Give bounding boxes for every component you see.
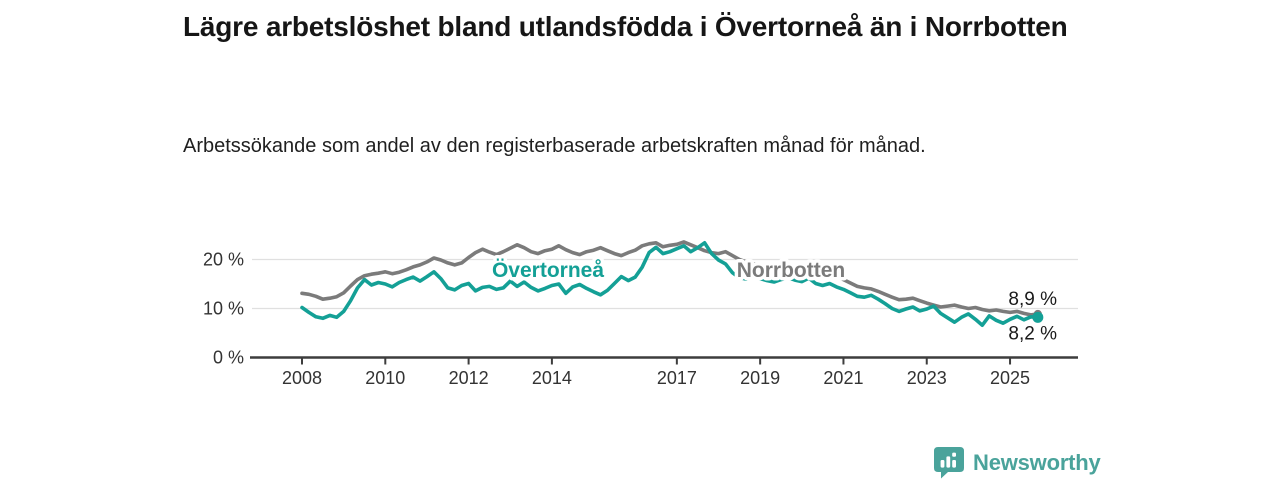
chart-subtitle: Arbetssökande som andel av den registerb… <box>183 135 926 157</box>
x-axis-tick-label: 2021 <box>823 368 863 388</box>
x-axis-tick-label: 2012 <box>449 368 489 388</box>
brand-name: Newsworthy <box>973 449 1101 475</box>
x-axis-tick-label: 2010 <box>365 368 405 388</box>
x-axis-tick-label: 2014 <box>532 368 572 388</box>
x-axis-tick-label: 2017 <box>657 368 697 388</box>
y-axis-tick-label: 10 % <box>203 299 244 319</box>
y-axis-tick-label: 20 % <box>203 250 244 270</box>
norrbotten-series-line <box>300 240 1040 317</box>
newsworthy-brand-link[interactable]: Newsworthy <box>934 446 1101 479</box>
page-title: Lägre arbetslöshet bland utlandsfödda i … <box>183 11 1068 42</box>
x-axis-tick-label: 2025 <box>990 368 1030 388</box>
newsworthy-logo-icon <box>934 447 964 479</box>
latest-value-label: 8,2 % <box>1008 323 1057 344</box>
x-axis-tick-label: 2008 <box>282 368 322 388</box>
y-axis-tick-label: 0 % <box>213 348 244 368</box>
latest-value-label: 8,9 % <box>1008 289 1057 310</box>
overtornea-series-line <box>300 241 1040 328</box>
series-end-dot <box>1032 311 1044 323</box>
series-label-overtornea: Övertorneå <box>492 259 604 282</box>
series-label-norrbotten: Norrbotten <box>737 259 846 282</box>
x-axis-tick-label: 2023 <box>907 368 947 388</box>
x-axis-tick-label: 2019 <box>740 368 780 388</box>
